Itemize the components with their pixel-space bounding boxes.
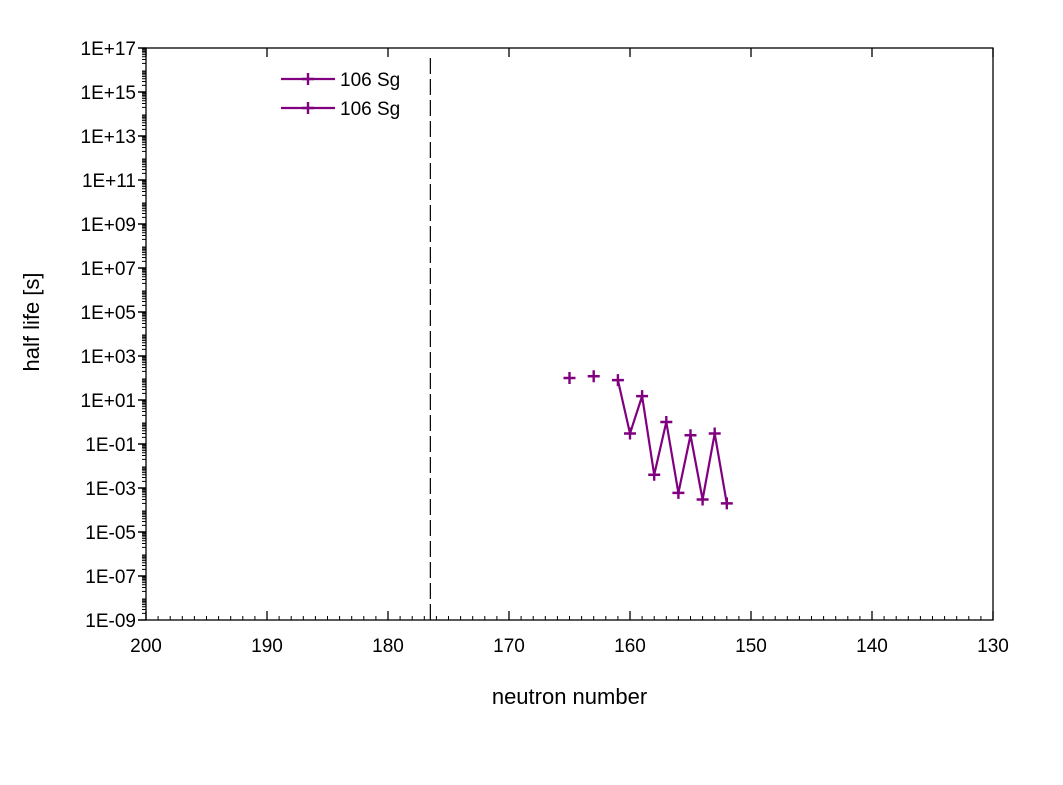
- data-point: [587, 370, 600, 383]
- series-2: [611, 374, 733, 510]
- series-layer: [563, 370, 733, 510]
- legend-swatch-marker: [302, 102, 314, 114]
- data-point: [720, 497, 733, 510]
- y-tick-label: 1E+01: [81, 391, 136, 412]
- x-tick-label: 130: [977, 636, 1009, 657]
- y-tick-label: 1E-03: [85, 479, 136, 500]
- plot-frame: [145, 47, 994, 621]
- y-tick-label: 1E+17: [81, 39, 136, 60]
- series-line: [616, 379, 728, 504]
- legend-label: 106 Sg: [340, 70, 400, 91]
- x-tick-label: 170: [493, 636, 525, 657]
- x-tick-label: 200: [130, 636, 162, 657]
- x-axis-title: neutron number: [492, 684, 647, 709]
- y-tick-label: 1E+15: [81, 83, 136, 104]
- y-tick-label: 1E-07: [85, 567, 136, 588]
- x-tick-label: 180: [372, 636, 404, 657]
- legend-label: 106 Sg: [340, 99, 400, 120]
- data-point: [660, 416, 673, 428]
- y-tick-label: 1E+11: [82, 171, 136, 192]
- x-tick-label: 160: [614, 636, 646, 657]
- data-point: [611, 374, 624, 387]
- data-point: [708, 427, 721, 440]
- x-tick-label: 190: [251, 636, 283, 657]
- x-tick-label: 140: [856, 636, 888, 657]
- y-tick-label: 1E+13: [81, 127, 136, 148]
- y-tick-label: 1E+09: [81, 215, 136, 236]
- y-tick-label: 1E+05: [81, 303, 136, 324]
- y-axis-title: half life [s]: [19, 272, 44, 371]
- data-point: [636, 390, 649, 403]
- legend-swatch-marker: [302, 73, 314, 85]
- series-1: [563, 370, 600, 384]
- data-point: [684, 429, 697, 442]
- legend-item: 106 Sg: [281, 70, 400, 91]
- x-tick-label: 150: [735, 636, 767, 657]
- y-tick-label: 1E+07: [81, 259, 136, 280]
- y-tick-label: 1E-05: [85, 523, 136, 544]
- legend: 106 Sg 106 Sg: [281, 70, 400, 120]
- data-point: [672, 486, 685, 499]
- y-tick-label: 1E-01: [85, 435, 136, 456]
- data-point: [563, 372, 576, 384]
- y-tick-label: 1E-09: [85, 611, 136, 632]
- data-point: [696, 493, 709, 506]
- legend-item: 106 Sg: [281, 99, 400, 120]
- data-point: [648, 468, 661, 481]
- x-axis-ticks: 200 190 180 170 160 150 140 130: [130, 48, 1009, 657]
- data-point: [624, 427, 636, 440]
- y-axis-ticks: 1E-09 1E-07 1E-05 1E-03 1E-01 1E+01 1E+03 1E+05…: [81, 39, 146, 632]
- y-tick-label: 1E+03: [81, 347, 136, 368]
